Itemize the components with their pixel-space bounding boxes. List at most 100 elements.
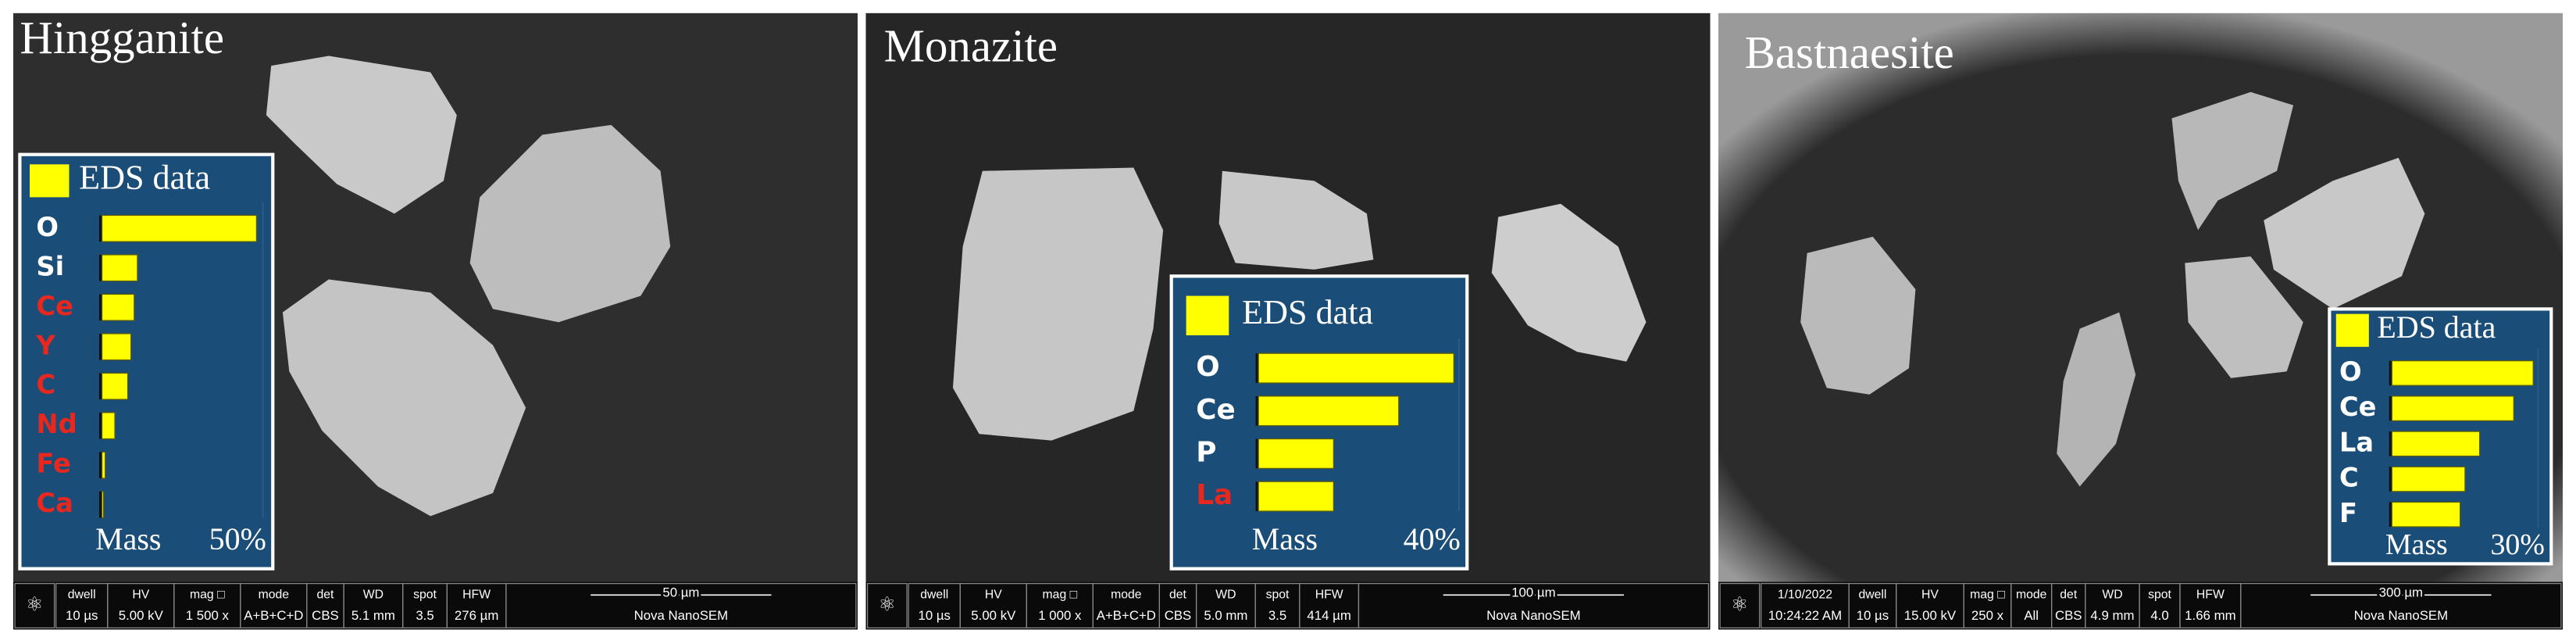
info-name: spot <box>413 588 437 601</box>
panel-title: Bastnaesite <box>1745 27 1954 78</box>
element-label: Ce <box>36 291 73 321</box>
info-value: 10 µs <box>919 608 951 623</box>
eds-bar <box>2391 466 2466 492</box>
eds-title: EDS data <box>1242 293 1373 331</box>
panel-title: Monazite <box>884 21 1058 72</box>
info-name: WD <box>363 588 384 601</box>
particle <box>2057 312 2136 487</box>
info-name: mode <box>259 588 290 601</box>
info-name: mag □ <box>190 588 225 601</box>
element-label: O <box>1196 351 1219 383</box>
info-value: 4.9 mm <box>2090 608 2134 623</box>
info-value: 1 000 x <box>1038 608 1082 623</box>
logo-box <box>1719 582 1761 629</box>
logo: ⚛ <box>1731 594 1749 616</box>
info-value: 3.5 <box>416 608 433 623</box>
info-name: 1/10/2022 <box>1778 588 1832 601</box>
eds-bar <box>101 491 105 519</box>
info-value: 10:24:22 AM <box>1768 608 1842 623</box>
info-value: 10 µs <box>1857 608 1889 623</box>
info-bar <box>12 581 858 630</box>
element-label: Ce <box>1196 394 1235 426</box>
info-value: 5.00 kV <box>971 608 1016 623</box>
info-cell <box>1358 582 1710 629</box>
info-name: HFW <box>462 588 491 601</box>
info-name: HFW <box>1315 588 1343 601</box>
particle <box>469 124 671 323</box>
logo-box <box>14 582 55 629</box>
info-name: WD <box>1215 588 1236 601</box>
eds-bar <box>101 333 132 361</box>
info-name: dwell <box>68 588 96 601</box>
eds-bar <box>101 372 129 400</box>
scale-max-label: 30% <box>2491 528 2545 561</box>
info-value: 15.00 kV <box>1904 608 1957 623</box>
eds-bar <box>2391 395 2514 422</box>
info-value: CBS <box>2055 608 2082 623</box>
particle <box>1800 236 1916 395</box>
eds-legend-swatch <box>2335 313 2369 347</box>
instrument: Nova NanoSEM <box>2354 608 2449 623</box>
instrument: Nova NanoSEM <box>634 608 729 623</box>
info-value: 5.00 kV <box>119 608 164 623</box>
info-bar <box>1718 581 2564 630</box>
element-label: O <box>2339 356 2362 387</box>
logo: ⚛ <box>879 594 897 616</box>
info-value: CBS <box>312 608 339 623</box>
element-label: Fe <box>36 449 70 479</box>
info-name: WD <box>2102 588 2122 601</box>
particle <box>2171 91 2294 231</box>
element-label: Ca <box>36 488 73 518</box>
info-name: HV <box>985 588 1002 601</box>
particle <box>2185 256 2303 378</box>
instrument: Nova NanoSEM <box>1486 608 1581 623</box>
particle <box>2264 157 2425 309</box>
eds-bar <box>1258 438 1334 470</box>
info-name: dwell <box>1858 588 1886 601</box>
element-label: F <box>2339 498 2357 528</box>
element-label: La <box>2339 427 2374 457</box>
element-label: P <box>1196 436 1216 468</box>
info-cell <box>2240 582 2562 629</box>
scale-bar-label: 100 µm <box>1511 585 1555 600</box>
eds-legend-swatch <box>1186 295 1229 336</box>
info-value: CBS <box>1165 608 1192 623</box>
info-name: mode <box>1111 588 1142 601</box>
element-label: C <box>36 370 55 400</box>
eds-legend-swatch <box>30 164 70 198</box>
element-label: Si <box>36 251 64 281</box>
info-name: mode <box>2016 588 2047 601</box>
info-value: 276 µm <box>455 608 498 623</box>
info-name: HFW <box>2196 588 2225 601</box>
info-name: HV <box>1921 588 1939 601</box>
info-value: 10 µs <box>66 608 98 623</box>
info-name: det <box>2060 588 2078 601</box>
particle <box>282 279 526 517</box>
panel-title: Hingganite <box>20 13 224 63</box>
axis-label: Mass <box>2385 528 2448 561</box>
info-name: det <box>317 588 335 601</box>
element-label: La <box>1196 479 1233 511</box>
eds-bar <box>101 293 135 321</box>
particle <box>952 167 1164 441</box>
info-value: 1.66 mm <box>2185 608 2235 623</box>
info-name: spot <box>2148 588 2171 601</box>
element-label: Nd <box>36 409 77 439</box>
element-label: C <box>2339 463 2359 493</box>
info-name: dwell <box>920 588 948 601</box>
info-value: 250 x <box>1971 608 2004 623</box>
info-value: 5.0 mm <box>1204 608 1247 623</box>
eds-bar <box>101 412 116 440</box>
info-value: 4.0 <box>2150 608 2168 623</box>
logo-box <box>866 582 908 629</box>
info-name: mag □ <box>1970 588 2005 601</box>
eds-title: EDS data <box>2377 309 2496 345</box>
axis-label: Mass <box>1252 521 1318 556</box>
element-label: Y <box>35 330 55 360</box>
eds-bar <box>2391 360 2534 386</box>
scale-max-label: 40% <box>1404 521 1461 556</box>
logo: ⚛ <box>26 594 44 616</box>
info-value: 5.1 mm <box>351 608 395 623</box>
eds-bar <box>2391 431 2481 457</box>
